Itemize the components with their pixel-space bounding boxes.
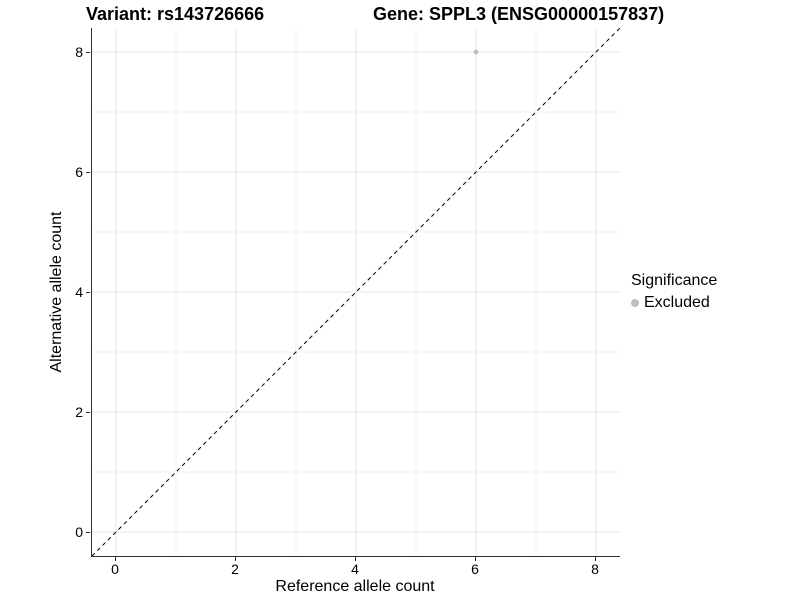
y-axis-title: Alternative allele count <box>48 211 65 373</box>
x-tick-label: 4 <box>351 561 359 577</box>
legend-point-swatch <box>631 299 639 307</box>
x-tick-mark <box>355 557 356 561</box>
data-point <box>473 49 479 55</box>
x-tick-label: 2 <box>231 561 239 577</box>
y-tick-mark <box>86 412 90 413</box>
y-tick-label: 2 <box>75 404 83 420</box>
plot-panel <box>91 28 620 557</box>
x-tick-mark <box>475 557 476 561</box>
x-tick-mark <box>235 557 236 561</box>
y-tick-mark <box>86 172 90 173</box>
legend-title: Significance <box>631 272 718 289</box>
plot-title-variant: Variant: rs143726666 <box>86 4 265 24</box>
plot-title-gene: Gene: SPPL3 (ENSG00000157837) <box>373 4 665 24</box>
x-tick-label: 8 <box>591 561 599 577</box>
x-tick-label: 0 <box>111 561 119 577</box>
y-tick-label: 6 <box>75 164 83 180</box>
y-tick-mark <box>86 52 90 53</box>
y-tick-label: 8 <box>75 44 83 60</box>
y-tick-mark <box>86 532 90 533</box>
legend-item-label: Excluded <box>644 294 710 311</box>
legend: Significance Excluded <box>631 271 717 312</box>
y-tick-label: 0 <box>75 524 83 540</box>
y-tick-mark <box>86 292 90 293</box>
x-axis-title: Reference allele count <box>275 578 435 595</box>
x-tick-label: 6 <box>471 561 479 577</box>
plot-area-svg <box>92 28 620 556</box>
x-tick-mark <box>115 557 116 561</box>
y-tick-label: 4 <box>75 284 83 300</box>
legend-item-excluded: Excluded <box>631 294 717 312</box>
x-tick-mark <box>595 557 596 561</box>
